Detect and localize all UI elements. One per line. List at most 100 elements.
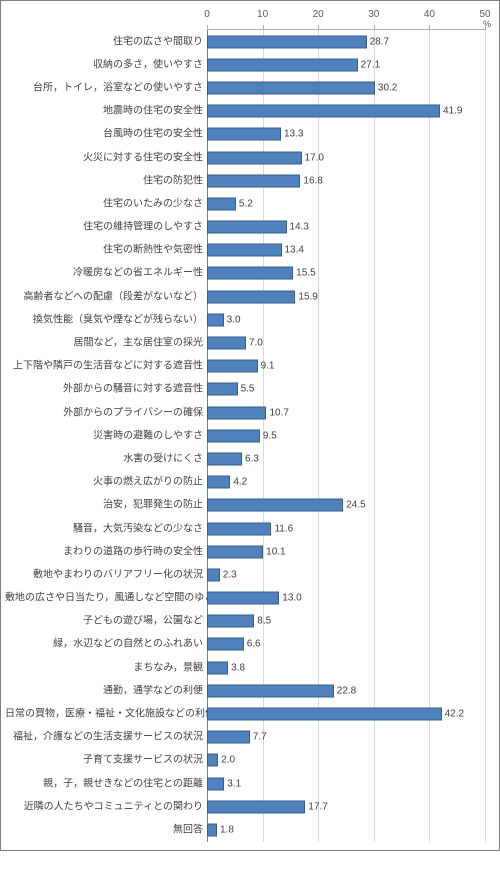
x-tick-label: 10 [257,9,268,20]
category-label: 上下階や隣戸の生活音などに対する遮音性 [5,361,205,372]
category-label: 親，子，親せきなどの住宅との距離 [5,778,205,789]
bar [207,128,281,141]
category-label: 住宅の断熱性や気密性 [5,245,205,256]
bar-row: 冷暖房などの省エネルギー性15.5 [207,262,485,285]
bar-rows: 住宅の広さや間取り28.7収納の多さ，使いやすさ27.1台所，トイレ，浴室などの… [207,30,485,842]
category-label: 居間など，主な居住室の採光 [5,338,205,349]
bar-row: 居間など，主な居住室の採光7.0 [207,331,485,354]
bar [207,754,218,767]
bar [207,58,358,71]
chart-inner: % 01020304050 住宅の広さや間取り28.7収納の多さ，使いやすさ27… [7,9,493,842]
bar [207,638,244,651]
bar [207,476,230,489]
category-label: 子育て支援サービスの状況 [5,755,205,766]
category-label: 外部からの騒音に対する遮音性 [5,384,205,395]
bar [207,105,440,118]
category-label: 通勤，通学などの利便 [5,685,205,696]
value-label: 11.6 [274,523,293,534]
bar-row: 住宅のいたみの少なさ5.2 [207,192,485,215]
value-label: 15.9 [298,291,317,302]
category-label: 治安，犯罪発生の防止 [5,500,205,511]
value-label: 41.9 [443,106,462,117]
value-label: 7.0 [249,338,263,349]
bar-row: まわりの道路の歩行時の安全性10.1 [207,540,485,563]
value-label: 5.2 [239,198,253,209]
category-label: 緑，水辺などの自然とのふれあい [5,639,205,650]
bar-row: 敷地の広さや日当たり，風通しなど空間のゆとり13.0 [207,587,485,610]
category-label: 日常の買物，医療・福祉・文化施設などの利便 [5,709,205,720]
bar-row: 収納の多さ，使いやすさ27.1 [207,53,485,76]
bar-row: 子どもの遊び場，公園など8.5 [207,610,485,633]
bar [207,197,236,210]
bar-row: 火事の燃え広がりの防止4.2 [207,471,485,494]
value-label: 2.3 [223,569,237,580]
bar-row: 災害時の避難のしやすさ9.5 [207,424,485,447]
bar-row: 子育て支援サービスの状況2.0 [207,749,485,772]
bar [207,615,254,628]
value-label: 14.3 [290,222,309,233]
bar [207,244,282,257]
bar-row: 親，子，親せきなどの住宅との距離3.1 [207,772,485,795]
chart-container: % 01020304050 住宅の広さや間取り28.7収納の多さ，使いやすさ27… [0,0,500,851]
category-label: 敷地の広さや日当たり，風通しなど空間のゆとり [5,593,205,604]
bar-row: 台所，トイレ，浴室などの使いやすさ30.2 [207,76,485,99]
value-label: 2.0 [221,755,235,766]
value-label: 42.2 [445,709,464,720]
category-label: 住宅の維持管理のしやすさ [5,222,205,233]
bar-row: 台風時の住宅の安全性13.3 [207,123,485,146]
category-label: 外部からのプライバシーの確保 [5,407,205,418]
value-label: 7.7 [253,732,267,743]
x-tick-label: 40 [424,9,435,20]
category-label: 子どもの遊び場，公園など [5,616,205,627]
bar [207,777,224,790]
bar [207,661,228,674]
bar-row: 外部からの騒音に対する遮音性5.5 [207,378,485,401]
value-label: 28.7 [370,36,389,47]
bar-row: 住宅の維持管理のしやすさ14.3 [207,216,485,239]
bar-row: 治安，犯罪発生の防止24.5 [207,494,485,517]
category-label: 冷暖房などの省エネルギー性 [5,268,205,279]
category-label: 敷地やまわりのバリアフリー化の状況 [5,569,205,580]
value-label: 24.5 [346,500,365,511]
category-label: 火災に対する住宅の安全性 [5,152,205,163]
value-label: 22.8 [337,685,356,696]
bar [207,708,442,721]
category-label: 災害時の避難のしやすさ [5,430,205,441]
value-label: 3.8 [231,662,245,673]
bar-row: 水害の受けにくさ6.3 [207,447,485,470]
bar [207,267,293,280]
value-label: 6.6 [247,639,261,650]
value-label: 15.5 [296,268,315,279]
category-label: 水害の受けにくさ [5,453,205,464]
value-label: 16.8 [303,175,322,186]
x-tick-label: 0 [204,9,210,20]
bar [207,592,279,605]
bar-row: 住宅の断熱性や気密性13.4 [207,239,485,262]
value-label: 13.0 [282,593,301,604]
value-label: 1.8 [220,824,234,835]
plot-area: 住宅の広さや間取り28.7収納の多さ，使いやすさ27.1台所，トイレ，浴室などの… [207,29,485,842]
value-label: 4.2 [233,477,247,488]
bar-row: 敷地やまわりのバリアフリー化の状況2.3 [207,563,485,586]
bar [207,568,220,581]
value-label: 13.4 [285,245,304,256]
unit-label: % [483,19,491,29]
bar [207,800,305,813]
value-label: 10.1 [266,546,285,557]
value-label: 9.5 [263,430,277,441]
value-label: 8.5 [257,616,271,627]
bar-row: 火災に対する住宅の安全性17.0 [207,146,485,169]
value-label: 17.7 [308,801,327,812]
x-axis: % 01020304050 [207,9,485,29]
x-tick-label: 50 [479,9,490,20]
bar-row: 日常の買物，医療・福祉・文化施設などの利便42.2 [207,702,485,725]
value-label: 3.1 [227,778,241,789]
bar [207,429,260,442]
category-label: 住宅の広さや間取り [5,36,205,47]
category-label: 台風時の住宅の安全性 [5,129,205,140]
x-tick-label: 20 [313,9,324,20]
bar [207,406,266,419]
value-label: 6.3 [245,453,259,464]
bar-row: 高齢者などへの配慮（段差がないなど）15.9 [207,285,485,308]
bar-row: 無回答1.8 [207,818,485,841]
